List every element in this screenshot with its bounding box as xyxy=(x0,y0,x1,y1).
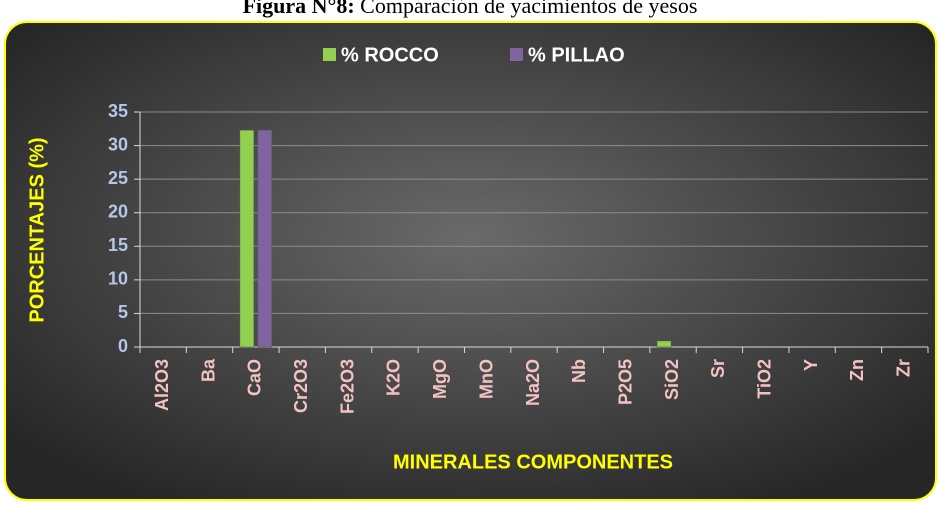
x-tick-label: Nb xyxy=(569,359,589,383)
figure-label: Figura N°8: xyxy=(243,0,355,18)
legend-swatch xyxy=(323,48,336,61)
chart-frame xyxy=(4,21,937,501)
x-tick-label: Zn xyxy=(847,359,867,381)
x-tick-label: TiO2 xyxy=(755,359,775,399)
title-text: Comparación de yacimientos de yesos xyxy=(360,0,697,18)
y-tick-label: 10 xyxy=(108,269,128,289)
y-tick-label: 30 xyxy=(108,134,128,154)
x-axis-label: MINERALES COMPONENTES xyxy=(393,451,673,473)
bar xyxy=(239,129,255,348)
x-tick-label: MnO xyxy=(476,359,496,399)
x-tick-label: Sr xyxy=(708,359,728,378)
y-tick-label: 15 xyxy=(108,235,128,255)
x-tick-label: Y xyxy=(801,359,821,371)
x-tick-label: Fe2O3 xyxy=(337,359,357,414)
y-tick-label: 35 xyxy=(108,101,128,121)
y-tick-label: 25 xyxy=(108,168,128,188)
x-tick-label: Zr xyxy=(894,359,914,377)
x-tick-label: CaO xyxy=(245,359,265,396)
bar xyxy=(656,340,672,348)
legend-label: % PILLAO xyxy=(528,44,625,66)
x-tick-label: MgO xyxy=(430,359,450,399)
x-tick-label: SiO2 xyxy=(662,359,682,400)
x-tick-label: Na2O xyxy=(523,359,543,406)
bar xyxy=(257,129,273,348)
x-tick-label: Al2O3 xyxy=(152,359,172,411)
legend-swatch xyxy=(510,48,523,61)
x-tick-label: Ba xyxy=(198,358,218,382)
y-tick-label: 20 xyxy=(108,201,128,221)
legend-label: % ROCCO xyxy=(341,44,439,66)
chart-title: Figura N°8: Comparación de yacimientos d… xyxy=(243,0,698,18)
y-tick-label: 5 xyxy=(118,302,128,322)
x-tick-label: K2O xyxy=(384,359,404,396)
y-axis-label: PORCENTAJES (%) xyxy=(26,137,48,322)
y-tick-label: 0 xyxy=(118,336,128,356)
x-tick-label: P2O5 xyxy=(615,359,635,405)
x-tick-label: Cr2O3 xyxy=(291,359,311,413)
